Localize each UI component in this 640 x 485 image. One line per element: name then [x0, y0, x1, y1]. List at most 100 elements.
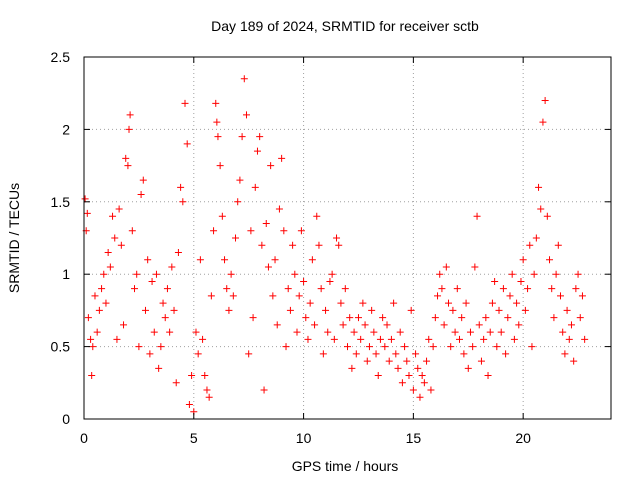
points-layer	[81, 75, 589, 416]
data-point	[262, 220, 270, 228]
data-point	[339, 321, 347, 329]
data-point	[269, 292, 277, 300]
data-point	[201, 372, 209, 380]
data-point	[385, 357, 393, 365]
data-point	[381, 343, 389, 351]
x-tick-label: 20	[515, 430, 531, 446]
data-point	[179, 198, 187, 206]
data-point	[275, 205, 283, 213]
data-point	[458, 314, 466, 322]
data-point	[354, 314, 362, 322]
data-point	[152, 270, 160, 278]
data-point	[324, 328, 332, 336]
data-point	[480, 335, 488, 343]
data-point	[229, 292, 237, 300]
x-axis-label: GPS time / hours	[292, 458, 399, 474]
data-point	[449, 306, 457, 314]
data-point	[392, 350, 400, 358]
data-point	[128, 227, 136, 235]
y-tick-label: 0.5	[51, 339, 71, 355]
data-point	[567, 321, 575, 329]
data-point	[546, 256, 554, 264]
data-point	[464, 364, 472, 372]
data-point	[390, 299, 398, 307]
data-point	[330, 335, 338, 343]
data-point	[550, 314, 558, 322]
data-point	[528, 343, 536, 351]
data-point	[477, 357, 485, 365]
data-point	[524, 285, 532, 293]
data-point	[416, 393, 424, 401]
data-point	[81, 195, 89, 203]
data-point	[141, 306, 149, 314]
data-point	[234, 198, 242, 206]
data-point	[497, 328, 505, 336]
data-point	[552, 270, 560, 278]
data-point	[482, 314, 490, 322]
data-point	[543, 212, 551, 220]
y-tick-label: 1.5	[51, 194, 71, 210]
data-point	[370, 328, 378, 336]
data-point	[396, 328, 404, 336]
data-point	[398, 379, 406, 387]
data-point	[115, 205, 123, 213]
data-point	[352, 350, 360, 358]
data-point	[284, 285, 292, 293]
data-point	[93, 328, 101, 336]
data-point	[491, 277, 499, 285]
data-point	[460, 350, 468, 358]
data-point	[185, 401, 193, 409]
data-point	[183, 140, 191, 148]
chart-title: Day 189 of 2024, SRMTID for receiver sct…	[211, 18, 479, 34]
data-point	[212, 99, 220, 107]
data-point	[210, 227, 218, 235]
data-point	[442, 263, 450, 271]
data-point	[232, 234, 240, 242]
data-point	[148, 277, 156, 285]
data-point	[344, 343, 351, 351]
data-point	[519, 256, 527, 264]
data-point	[521, 306, 529, 314]
data-point	[563, 306, 571, 314]
data-point	[493, 343, 501, 351]
data-point	[473, 212, 481, 220]
data-point	[418, 372, 426, 380]
data-point	[297, 227, 305, 235]
data-point	[207, 292, 215, 300]
data-point	[319, 350, 327, 358]
data-point	[313, 212, 321, 220]
data-point	[106, 263, 114, 271]
data-point	[302, 314, 310, 322]
data-point	[409, 386, 417, 394]
data-point	[363, 357, 371, 365]
data-point	[532, 234, 540, 242]
data-point	[346, 314, 354, 322]
data-point	[247, 227, 255, 235]
data-point	[453, 285, 461, 293]
data-point	[350, 328, 358, 336]
data-point	[341, 285, 349, 293]
data-point	[466, 328, 474, 336]
data-point	[383, 321, 391, 329]
data-point	[326, 277, 334, 285]
data-point	[161, 314, 169, 322]
data-point	[126, 111, 134, 119]
data-point	[574, 270, 582, 278]
data-point	[133, 270, 141, 278]
data-point	[295, 292, 303, 300]
plot-frame	[83, 56, 612, 420]
data-point	[223, 285, 231, 293]
data-point	[213, 118, 221, 126]
data-point	[554, 241, 562, 249]
y-tick-label: 0	[62, 411, 70, 427]
data-point	[361, 321, 369, 329]
data-point	[486, 328, 494, 336]
data-point	[214, 133, 222, 141]
data-point	[146, 350, 154, 358]
data-point	[221, 256, 229, 264]
grid-layer	[84, 57, 611, 419]
data-point	[508, 270, 516, 278]
data-point	[111, 234, 119, 242]
y-axis-label: SRMTID / TECUs	[6, 183, 22, 293]
data-point	[205, 393, 213, 401]
